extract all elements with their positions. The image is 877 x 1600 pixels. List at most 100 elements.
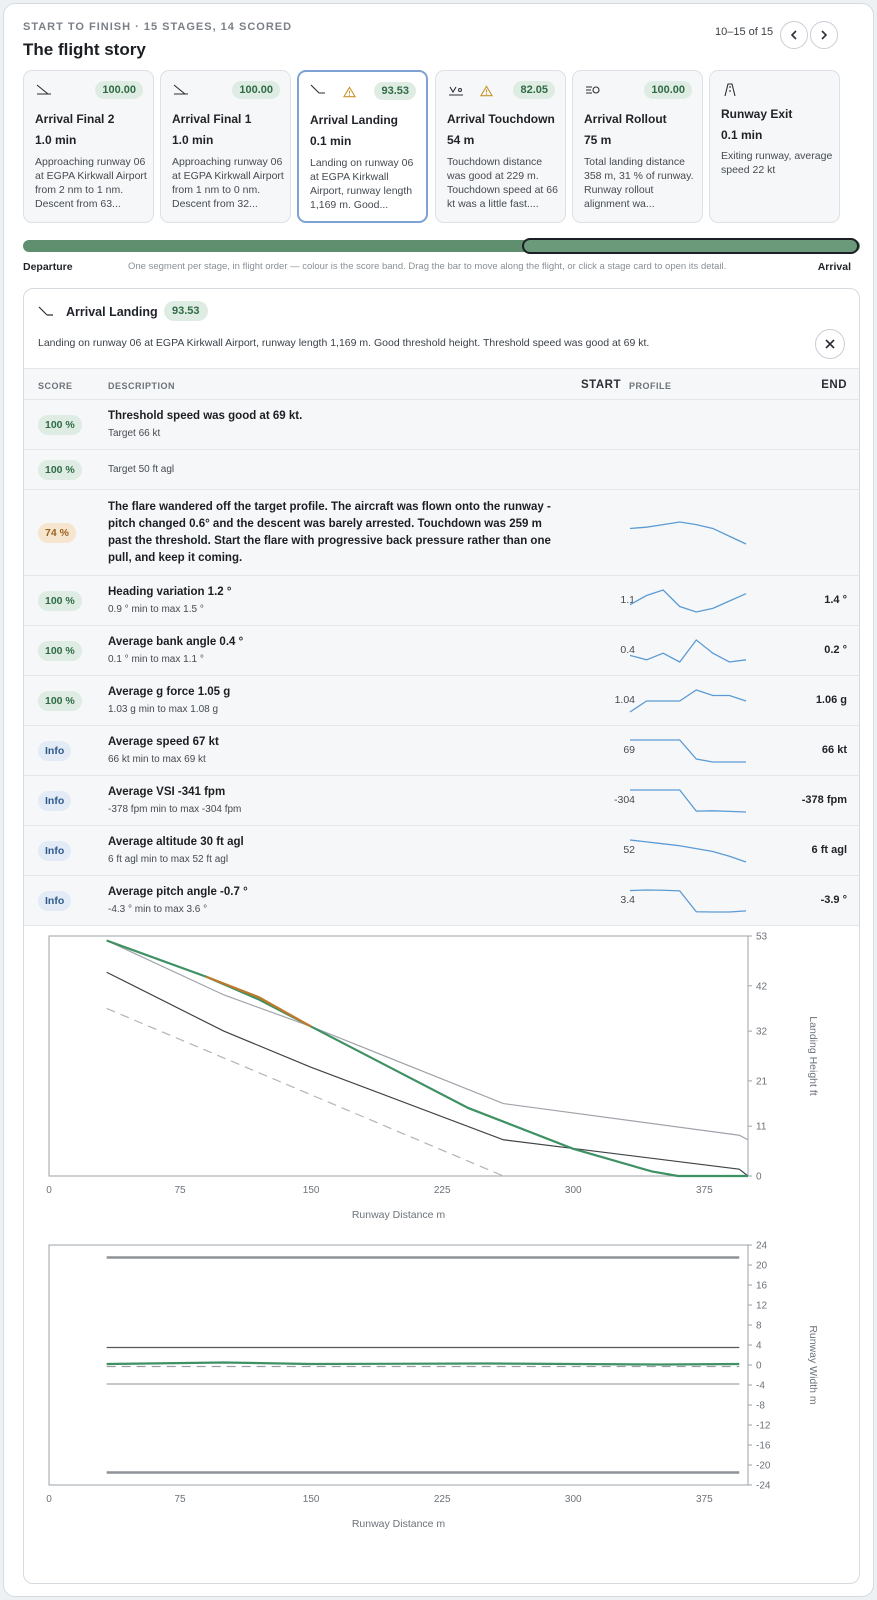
detail-table-header: SCORE DESCRIPTION START PROFILE END bbox=[24, 368, 859, 400]
sparkline-path bbox=[629, 889, 747, 913]
score-badge: 100 % bbox=[38, 415, 82, 435]
row-title: Average g force 1.05 g bbox=[108, 686, 231, 698]
row-start-value: 52 bbox=[623, 844, 635, 856]
x-tick-label: 375 bbox=[696, 1185, 713, 1196]
y-tick-label: 21 bbox=[756, 1076, 768, 1087]
score-row: 74 % The flare wandered off the target pr… bbox=[24, 490, 859, 576]
row-start-value: 3.4 bbox=[620, 894, 635, 906]
series-upper bbox=[106, 939, 749, 1141]
landing-height-chart: 0 75 150 225 300 375 0 11 21 32 42 53 Runway Distanc… bbox=[46, 932, 819, 1222]
col-description: DESCRIPTION bbox=[108, 381, 176, 391]
close-icon bbox=[825, 339, 835, 349]
y-tick-label: -20 bbox=[756, 1461, 771, 1472]
y-tick-label: 0 bbox=[756, 1361, 762, 1372]
row-end-value: 1.06 g bbox=[815, 694, 847, 706]
profile-sparkline bbox=[629, 839, 747, 863]
col-profile: PROFILE bbox=[629, 381, 672, 391]
score-row: 100 % Threshold speed was good at 69 kt. T… bbox=[24, 400, 859, 450]
stage-detail-panel: Arrival Landing 93.53 Landing on runway … bbox=[23, 288, 860, 1584]
next-page-button[interactable] bbox=[810, 21, 838, 49]
y-tick-label: -24 bbox=[756, 1481, 771, 1492]
y-tick-label: 42 bbox=[756, 981, 768, 992]
row-end-value: 1.4 ° bbox=[824, 594, 847, 606]
stage-duration: 0.1 min bbox=[310, 134, 352, 148]
stage-card-arrival-rollout[interactable]: 100.00 Arrival Rollout 75 m Total landing d… bbox=[572, 70, 703, 223]
y-axis-label: Landing Height ft bbox=[807, 1016, 819, 1095]
profile-sparkline bbox=[629, 889, 747, 913]
y-tick-label: 20 bbox=[756, 1261, 768, 1272]
series-track bbox=[106, 1361, 740, 1366]
row-title: Average bank angle 0.4 ° bbox=[108, 636, 244, 648]
y-tick-label: 11 bbox=[756, 1122, 767, 1133]
x-tick-label: 0 bbox=[46, 1185, 52, 1196]
score-badge: Info bbox=[38, 791, 72, 811]
stage-score-badge: 93.53 bbox=[374, 82, 416, 100]
x-tick-label: 300 bbox=[565, 1494, 582, 1505]
stage-description: Touchdown distance was good at 229 m. To… bbox=[447, 156, 558, 210]
pager-label: 10–15 of 15 bbox=[715, 26, 774, 38]
row-start-value: 0.4 bbox=[620, 644, 635, 656]
row-end-value: 0.2 ° bbox=[824, 644, 847, 656]
stage-duration: 75 m bbox=[584, 133, 612, 147]
score-badge: 100 % bbox=[38, 691, 82, 711]
stage-card-arrival-landing[interactable]: 93.53 Arrival Landing 0.1 min Landing on ru… bbox=[297, 70, 428, 223]
col-score: SCORE bbox=[38, 381, 73, 391]
row-subtitle: Target 66 kt bbox=[108, 428, 161, 439]
y-tick-label: -12 bbox=[756, 1421, 771, 1432]
stage-card-arrival-final-1[interactable]: 100.00 Arrival Final 1 1.0 min Approaching … bbox=[160, 70, 291, 223]
score-row: 100 % Target 50 ft agl bbox=[24, 450, 859, 490]
score-row: 100 % Heading variation 1.2 ° 0.9 ° min to… bbox=[24, 576, 859, 626]
sparkline-path bbox=[629, 839, 747, 863]
stage-card-arrival-touchdown[interactable]: 82.05 Arrival Touchdown 54 m Touchdown dist… bbox=[435, 70, 566, 223]
runway-exit-icon bbox=[724, 83, 736, 97]
profile-sparkline bbox=[630, 739, 746, 763]
x-tick-label: 150 bbox=[303, 1185, 320, 1196]
warning-icon bbox=[480, 85, 493, 97]
stage-card-arrival-final-2[interactable]: 100.00 Arrival Final 2 1.0 min Approaching … bbox=[23, 70, 154, 223]
prev-page-button[interactable] bbox=[780, 21, 808, 49]
sparkline-path bbox=[629, 639, 747, 663]
x-tick-label: 75 bbox=[175, 1185, 187, 1196]
timeline-drag-handle[interactable] bbox=[522, 238, 859, 254]
stage-name: Arrival Landing bbox=[310, 113, 399, 127]
row-title: Average VSI -341 fpm bbox=[108, 786, 226, 798]
landing-icon bbox=[310, 84, 325, 94]
row-title: Average speed 67 kt bbox=[108, 736, 219, 748]
col-start: START bbox=[581, 379, 621, 391]
stage-card-runway-exit[interactable]: Runway Exit 0.1 min Exiting runway, averag… bbox=[709, 70, 840, 223]
row-subtitle: 6 ft agl min to max 52 ft agl bbox=[108, 854, 229, 865]
approach-icon bbox=[173, 84, 188, 95]
row-subtitle: 66 kt min to max 69 kt bbox=[108, 754, 206, 765]
detail-summary: Landing on runway 06 at EGPA Kirkwall Ai… bbox=[38, 337, 650, 349]
row-start-value: 1.1 bbox=[620, 594, 635, 606]
row-start-value: 69 bbox=[623, 744, 635, 756]
row-subtitle: -4.3 ° min to max 3.6 ° bbox=[108, 904, 208, 915]
y-axis-label: Runway Width m bbox=[807, 1325, 819, 1405]
stage-name: Arrival Touchdown bbox=[447, 112, 555, 126]
row-subtitle: 0.9 ° min to max 1.5 ° bbox=[108, 604, 204, 615]
page-title: The flight story bbox=[23, 40, 146, 59]
stage-duration: 54 m bbox=[447, 133, 475, 147]
score-row: 100 % Average bank angle 0.4 ° 0.1 ° min t… bbox=[24, 626, 859, 676]
score-badge: Info bbox=[38, 891, 72, 911]
row-start-value: 1.04 bbox=[614, 694, 635, 706]
stage-name: Arrival Rollout bbox=[584, 112, 667, 126]
row-title: Average pitch angle -0.7 ° bbox=[108, 886, 248, 898]
close-detail-button[interactable] bbox=[815, 329, 845, 359]
y-tick-label: 24 bbox=[756, 1241, 768, 1252]
touchdown-icon bbox=[449, 86, 463, 96]
x-axis-label: Runway Distance m bbox=[352, 1209, 446, 1221]
stage-description: Approaching runway 06 at EGPA Kirkwall A… bbox=[35, 156, 147, 210]
y-tick-label: -16 bbox=[756, 1441, 771, 1452]
stage-score-badge: 100.00 bbox=[232, 81, 280, 99]
story-eyebrow: START TO FINISH · 15 STAGES, 14 SCORED bbox=[23, 21, 293, 33]
profile-sparkline bbox=[629, 689, 747, 713]
score-badge: Info bbox=[38, 741, 72, 761]
score-row: Info Average VSI -341 fpm -378 fpm min to … bbox=[24, 776, 859, 826]
row-subtitle: 0.1 ° min to max 1.1 ° bbox=[108, 654, 204, 665]
x-tick-label: 0 bbox=[46, 1494, 52, 1505]
stage-description: Landing on runway 06 at EGPA Kirkwall Ai… bbox=[310, 157, 414, 211]
stage-description: Total landing distance 358 m, 31 % of ru… bbox=[584, 156, 694, 210]
score-row: 100 % Average g force 1.05 g 1.03 g min to… bbox=[24, 676, 859, 726]
y-tick-label: 0 bbox=[756, 1172, 762, 1183]
